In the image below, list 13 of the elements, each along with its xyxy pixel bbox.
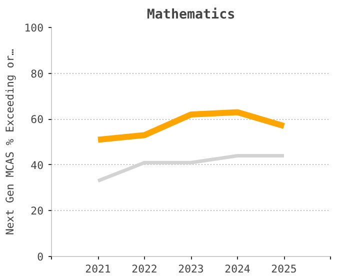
y-tick-label: 100 — [24, 22, 44, 34]
x-tick-label: 2024 — [224, 262, 250, 276]
chart-title: Mathematics — [146, 8, 236, 22]
x-tick-label: 2023 — [178, 262, 204, 276]
y-tick-label: 80 — [30, 67, 44, 80]
x-tick-label: 2025 — [271, 262, 297, 276]
y-tick-label: 0 — [37, 250, 44, 264]
y-axis-title: Next Gen MCAS % Exceeding or… — [3, 48, 16, 236]
y-tick-label: 20 — [30, 204, 44, 218]
y-tick-label: 60 — [30, 113, 44, 126]
y-tick-label: 40 — [30, 158, 44, 172]
x-tick-label: 2021 — [85, 262, 111, 276]
x-tick-label: 2022 — [132, 262, 158, 276]
